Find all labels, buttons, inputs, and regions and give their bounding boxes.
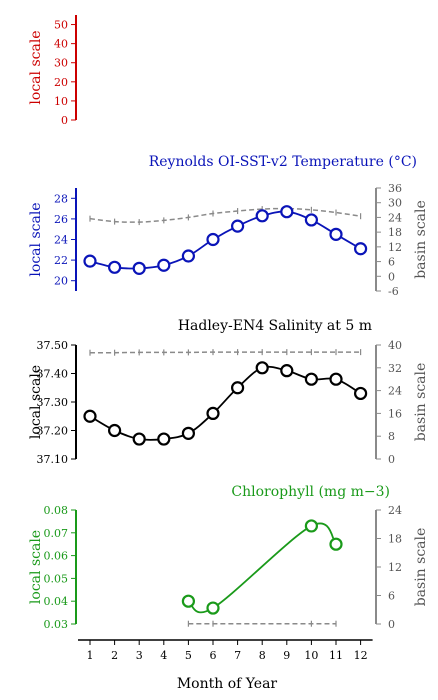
panel-title: Reynolds OI-SST-v2 Temperature (°C) [149,154,417,170]
local-series-point [83,409,97,423]
right-tick-label: 6 [388,590,395,603]
left-tick-label: 20 [54,76,68,89]
panel-title: Hadley-EN4 Salinity at 5 m [178,318,372,334]
left-tick-label: 50 [54,19,68,32]
right-tick-label: 18 [388,533,402,546]
right-axis-title: basin scale [413,200,429,279]
local-series-point [255,361,269,375]
left-tick-label: 0.07 [44,527,69,540]
left-tick-label: 30 [54,57,68,70]
local-series-point [304,372,318,386]
right-tick-label: 6 [388,256,395,269]
right-tick-label: 24 [388,385,402,398]
local-series-point [107,260,122,274]
local-series-point [354,386,368,401]
local-series-point [231,381,245,395]
x-tick-label: 2 [111,649,118,662]
x-tick-label: 1 [87,649,94,662]
local-series-point [107,423,122,438]
left-axis-title: local scale [28,30,44,104]
local-series-point [329,372,343,386]
local-series-line [89,210,362,270]
local-series-point [83,254,97,268]
local-series-point [132,432,146,446]
x-axis-title: Month of Year [177,676,278,692]
local-series-point [206,232,220,247]
local-series-point [181,426,195,440]
x-tick-label: 8 [259,649,266,662]
local-series-point [280,205,294,219]
left-tick-label: 37.40 [37,368,69,381]
right-tick-label: 0 [388,453,395,466]
panel-title: Chlorophyll (mg m−3) [231,484,390,500]
local-series-point [132,261,146,275]
right-tick-label: 18 [388,226,402,239]
local-series-point [181,249,195,263]
right-tick-label: 32 [388,362,402,375]
left-tick-label: 37.20 [37,425,69,438]
right-tick-label: 16 [388,407,402,420]
local-series-point [329,537,343,551]
local-series-point [304,213,318,227]
basin-series-line [89,207,361,223]
local-series-point [231,219,245,233]
local-series-point [181,594,195,608]
local-series-point [255,209,269,223]
local-series-point [329,227,343,241]
left-tick-label: 0 [61,114,68,127]
left-axis-title: local scale [28,530,44,604]
local-series-point [157,258,171,272]
x-tick-label: 4 [160,649,167,662]
x-tick-label: 11 [329,649,343,662]
right-axis-title: basin scale [413,363,429,442]
right-tick-label: 30 [388,197,402,210]
local-series-line [187,522,337,614]
left-tick-label: 22 [54,254,68,267]
left-axis-title: local scale [28,365,44,439]
left-axis-title: local scale [28,202,44,276]
local-series-line [89,365,362,441]
right-tick-label: 8 [388,430,395,443]
left-tick-label: 37.30 [37,396,69,409]
x-tick-label: 3 [136,649,143,662]
local-series-point [206,601,220,615]
left-tick-label: 0.04 [44,595,69,608]
x-tick-label: 10 [304,649,318,662]
local-series-point [280,364,294,378]
x-tick-label: 9 [283,649,290,662]
x-tick-label: 7 [234,649,241,662]
local-series-point [157,432,171,446]
left-tick-label: 37.50 [37,339,69,352]
left-tick-label: 0.03 [44,618,69,631]
right-tick-label: 24 [388,211,402,224]
right-tick-label: 24 [388,504,402,517]
x-tick-label: 6 [210,649,217,662]
right-tick-label: 12 [388,561,402,574]
left-tick-label: 28 [54,192,68,205]
left-tick-label: 10 [54,95,68,108]
right-tick-label: 40 [388,339,402,352]
left-tick-label: 0.05 [44,572,69,585]
left-tick-label: 40 [54,38,68,51]
right-axis-title: basin scale [413,528,429,607]
left-tick-label: 20 [54,275,68,288]
right-tick-label: 0 [388,618,395,631]
left-tick-label: 24 [54,234,68,247]
right-tick-label: -6 [388,285,399,298]
x-tick-label: 5 [185,649,192,662]
right-tick-label: 12 [388,241,402,254]
local-series-point [304,519,318,533]
basin-series-line [89,351,361,354]
local-series-point [354,242,368,256]
left-tick-label: 37.10 [37,453,69,466]
right-tick-label: 0 [388,270,395,283]
right-tick-label: 36 [388,182,402,195]
left-tick-label: 0.06 [44,550,69,563]
left-tick-label: 0.08 [44,504,69,517]
local-series-point [206,406,220,420]
x-tick-label: 12 [354,649,368,662]
left-tick-label: 26 [54,213,68,226]
